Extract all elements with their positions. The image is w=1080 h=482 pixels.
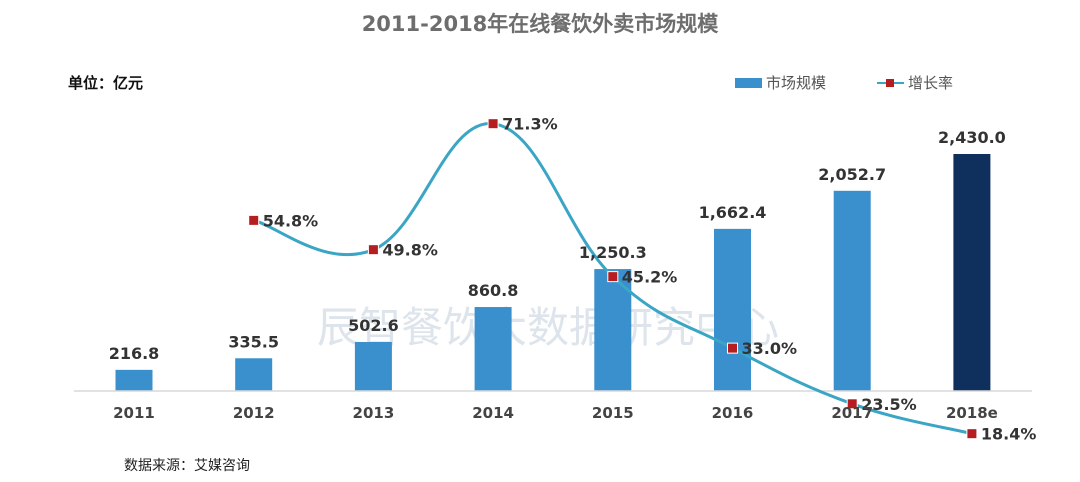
bar-2017 (833, 190, 871, 391)
bar-value-label: 1,662.4 (699, 203, 767, 222)
x-tick-label: 2017 (831, 404, 873, 422)
growth-rate-label: 33.0% (742, 339, 798, 358)
growth-rate-marker (487, 118, 499, 130)
bar-2016 (714, 228, 751, 391)
x-tick-label: 2014 (472, 404, 514, 422)
unit-label: 单位：亿元 (68, 74, 144, 92)
x-tick-label: 2018e (946, 404, 998, 422)
source-label: 数据来源：艾媒咨询 (124, 458, 250, 474)
bar-2013 (354, 341, 392, 391)
growth-rate-label: 49.8% (382, 241, 438, 260)
growth-rate-marker (846, 398, 858, 410)
bar-2011 (115, 369, 153, 391)
legend-line-swatch (877, 78, 904, 88)
growth-rate-label: 71.3% (502, 115, 558, 134)
legend-bar-swatch (735, 77, 762, 88)
growth-rate-marker (367, 244, 379, 256)
growth-rate-marker (966, 428, 978, 440)
legend-item-growth-rate: 增长率 (877, 72, 953, 93)
bar-value-label: 860.8 (468, 281, 519, 300)
chart-title: 2011-2018年在线餐饮外卖市场规模 (361, 12, 719, 36)
x-tick-label: 2013 (353, 404, 395, 422)
growth-rate-marker (727, 342, 738, 354)
legend-item-market-size: 市场规模 (735, 72, 826, 93)
growth-rate-label: 54.8% (263, 211, 319, 230)
legend-label-market-size: 市场规模 (766, 74, 827, 92)
bar-value-label: 502.6 (348, 316, 399, 335)
bar-value-label: 2,052.7 (818, 165, 886, 184)
growth-rate-marker (607, 271, 619, 283)
bar-value-label: 2,430.0 (938, 128, 1006, 147)
bar-2012 (235, 358, 273, 391)
growth-rate-marker (248, 214, 260, 226)
legend-label-growth-rate: 增长率 (908, 74, 954, 92)
watermark-text: 辰智餐饮大数据研究中心 (317, 303, 779, 352)
growth-rate-label: 18.4% (981, 425, 1037, 444)
x-tick-label: 2015 (592, 404, 634, 422)
bar-2018e (953, 154, 991, 391)
growth-rate-label: 45.2% (622, 268, 678, 287)
bar-value-label: 335.5 (228, 332, 279, 351)
x-tick-label: 2011 (113, 404, 155, 422)
bar-value-label: 216.8 (109, 344, 160, 363)
growth-rate-label: 23.5% (861, 395, 917, 414)
x-tick-label: 2016 (712, 404, 754, 422)
bar-value-label: 1,250.3 (579, 243, 647, 262)
x-tick-label: 2012 (233, 404, 275, 422)
bar-2014 (474, 307, 512, 391)
